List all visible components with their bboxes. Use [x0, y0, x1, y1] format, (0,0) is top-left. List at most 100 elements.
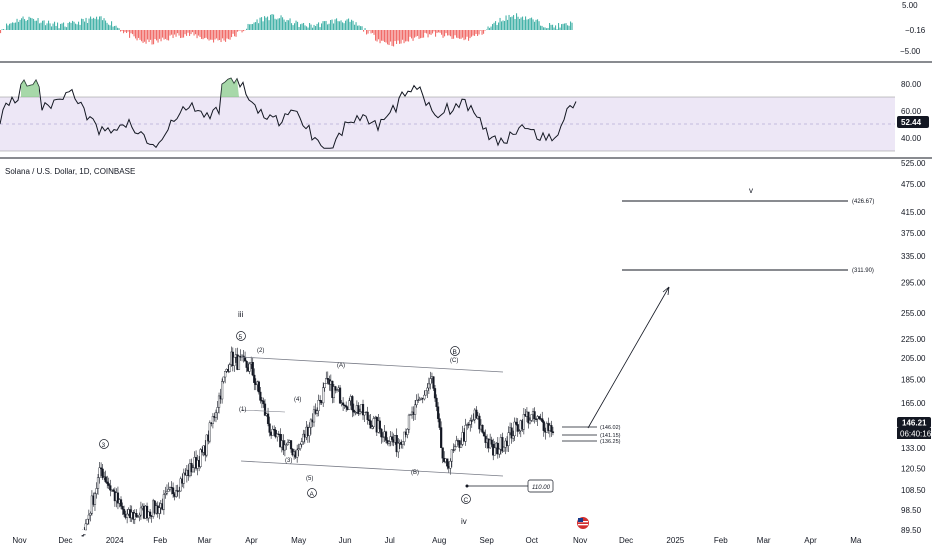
- hist-bar: [48, 20, 50, 30]
- candle-body: [501, 437, 504, 452]
- candle-body: [259, 391, 262, 401]
- hist-bar: [379, 30, 381, 44]
- arrow-head: [662, 286, 670, 296]
- candle-body: [522, 414, 525, 430]
- wave-label: iv: [461, 517, 467, 526]
- hist-bar: [228, 30, 230, 40]
- hist-bar: [442, 30, 444, 38]
- hist-bar: [373, 30, 375, 35]
- hist-bar: [94, 18, 96, 30]
- hist-bar: [288, 20, 290, 30]
- hist-bar: [229, 30, 231, 40]
- projection-arrow[interactable]: [587, 286, 670, 429]
- candle-body: [323, 383, 326, 388]
- hist-bar: [453, 30, 455, 39]
- hist-bar: [106, 22, 108, 30]
- hist-bar: [505, 15, 507, 30]
- hist-bar: [180, 30, 182, 39]
- wave-label: (C): [450, 358, 458, 364]
- candle-body: [208, 422, 211, 442]
- candle-body: [228, 364, 231, 372]
- hist-bar: [174, 30, 176, 35]
- candle-body: [384, 431, 388, 441]
- wave-label: iii: [238, 310, 244, 319]
- hist-bar: [40, 22, 42, 30]
- wave-connector-line[interactable]: [240, 409, 286, 413]
- hist-bar: [145, 30, 147, 44]
- hist-bar: [525, 16, 527, 30]
- price-box[interactable]: [527, 479, 554, 493]
- hist-bar: [552, 24, 554, 30]
- wave-label: (A): [337, 363, 345, 369]
- candle-body: [426, 387, 429, 391]
- candle-body: [121, 506, 124, 510]
- hist-bar: [139, 30, 141, 40]
- candle-body: [312, 409, 316, 423]
- candle-body: [535, 418, 538, 420]
- hist-bar: [87, 23, 89, 30]
- hist-bar: [412, 30, 414, 41]
- hist-bar: [84, 21, 86, 30]
- candle-body: [502, 446, 506, 452]
- hist-bar: [126, 30, 128, 33]
- candle-body: [191, 467, 195, 473]
- candle-body: [469, 420, 472, 425]
- hist-bar: [195, 30, 197, 35]
- price-axis-label: 225.00: [901, 335, 926, 344]
- hist-bar: [160, 30, 162, 42]
- hist-bar: [214, 30, 216, 40]
- candle-body: [397, 443, 400, 453]
- hist-bar: [318, 22, 320, 30]
- hist-bar: [370, 30, 372, 34]
- candle-body: [286, 442, 290, 446]
- price-axis-label: 89.50: [901, 526, 922, 535]
- hist-bar: [157, 30, 159, 43]
- candle-body: [122, 509, 126, 515]
- hist-bar: [103, 18, 105, 30]
- hist-bar: [532, 19, 534, 30]
- channel-lower-line[interactable]: [240, 460, 504, 477]
- channel-upper-line[interactable]: [240, 356, 504, 373]
- hist-bar: [535, 19, 537, 30]
- candle-body: [371, 426, 374, 429]
- hist-bar: [544, 27, 546, 30]
- hist-bar: [357, 25, 359, 30]
- hist-bar: [364, 28, 366, 30]
- candles: [81, 346, 555, 537]
- candle-body: [119, 499, 123, 507]
- x-axis-label: Aug: [432, 536, 446, 545]
- price-axis-label: 185.00: [901, 375, 926, 384]
- hist-bar: [46, 23, 48, 30]
- candle-body: [418, 399, 421, 401]
- rsi-value-label: 52.44: [901, 118, 922, 127]
- hist-bar: [549, 23, 551, 30]
- hist-bar: [256, 19, 258, 30]
- wave-label: 3: [102, 442, 106, 449]
- level-label: (136.25): [600, 439, 621, 445]
- candle-body: [83, 534, 86, 536]
- hist-bar: [298, 26, 300, 30]
- hist-bar: [460, 30, 462, 39]
- hist-bar: [502, 20, 504, 30]
- hist-bar: [433, 30, 435, 32]
- hist-bar: [189, 30, 191, 36]
- candle-body: [354, 411, 357, 414]
- hist-bar: [342, 22, 344, 30]
- hist-bar: [421, 30, 423, 38]
- candle-body: [533, 411, 536, 420]
- hist-bar: [303, 22, 305, 30]
- hist-bar: [172, 30, 174, 39]
- hist-bar: [142, 30, 144, 43]
- hist-bar: [208, 30, 210, 41]
- hist-bar: [43, 20, 45, 30]
- hist-bar: [399, 30, 401, 44]
- candle-body: [89, 513, 92, 516]
- x-axis-label: Jun: [339, 536, 352, 545]
- candle-body: [449, 460, 452, 469]
- hist-bar: [468, 30, 470, 41]
- hist-bar: [117, 27, 119, 30]
- hist-bar: [570, 21, 572, 30]
- hist-bar: [291, 23, 293, 30]
- hist-bar: [255, 22, 257, 30]
